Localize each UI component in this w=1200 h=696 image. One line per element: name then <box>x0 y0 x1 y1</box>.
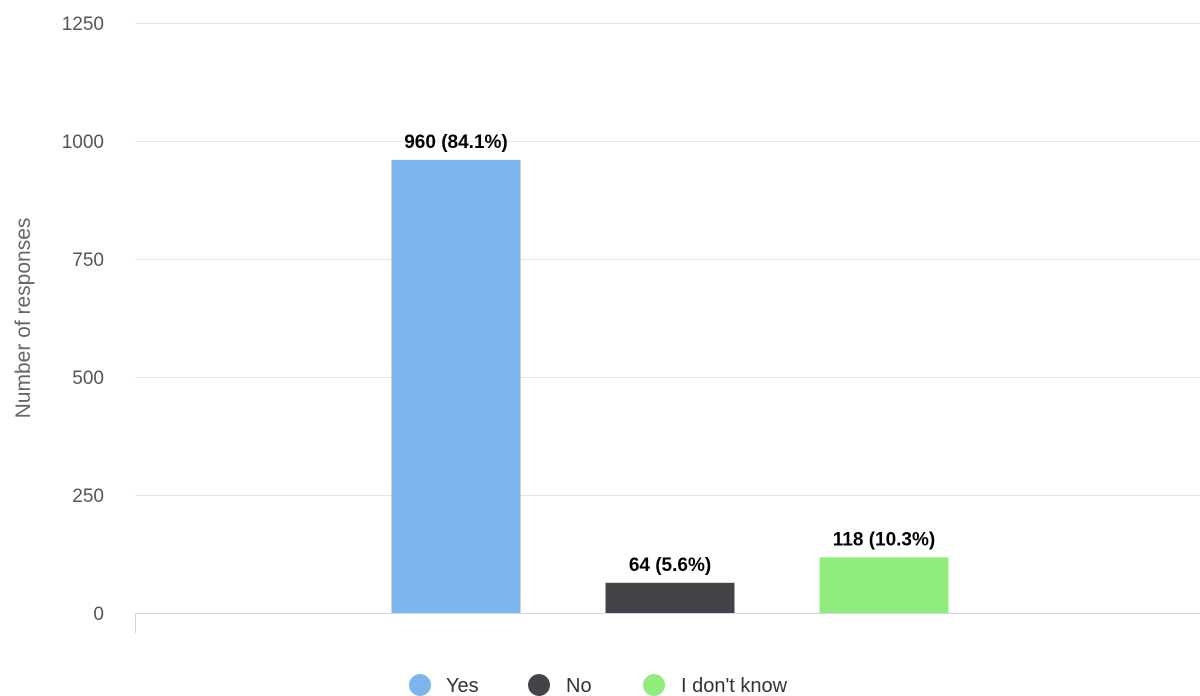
y-tick-label: 500 <box>72 368 104 389</box>
y-axis-title: Number of responses <box>12 218 35 419</box>
legend-item-no[interactable]: No <box>528 674 592 696</box>
bar-yes[interactable] <box>391 159 521 613</box>
y-axis-ticks: 0 250 500 750 1000 1250 <box>62 14 104 625</box>
legend-label: I don't know <box>681 675 788 696</box>
bar-no[interactable] <box>605 582 735 613</box>
y-tick-label: 750 <box>72 250 104 271</box>
data-label: 64 (5.6%) <box>629 555 711 576</box>
legend-marker <box>643 674 665 696</box>
legend-label: Yes <box>446 675 479 696</box>
legend: Yes No I don't know <box>409 674 788 696</box>
y-tick-label: 0 <box>93 604 104 625</box>
legend-item-yes[interactable]: Yes <box>409 674 479 696</box>
legend-item-i-don-t-know[interactable]: I don't know <box>643 674 788 696</box>
grid <box>135 23 1200 633</box>
data-label: 960 (84.1%) <box>404 132 508 153</box>
y-tick-label: 1000 <box>62 132 104 153</box>
data-labels: 960 (84.1%) 64 (5.6%) 118 (10.3%) <box>404 132 935 576</box>
legend-marker <box>409 674 431 696</box>
bars <box>391 159 949 613</box>
data-label: 118 (10.3%) <box>833 529 935 550</box>
bar-i-don-t-know[interactable] <box>819 557 949 613</box>
y-tick-label: 250 <box>72 486 104 507</box>
y-tick-label: 1250 <box>62 14 104 35</box>
legend-label: No <box>566 675 592 696</box>
legend-marker <box>528 674 550 696</box>
